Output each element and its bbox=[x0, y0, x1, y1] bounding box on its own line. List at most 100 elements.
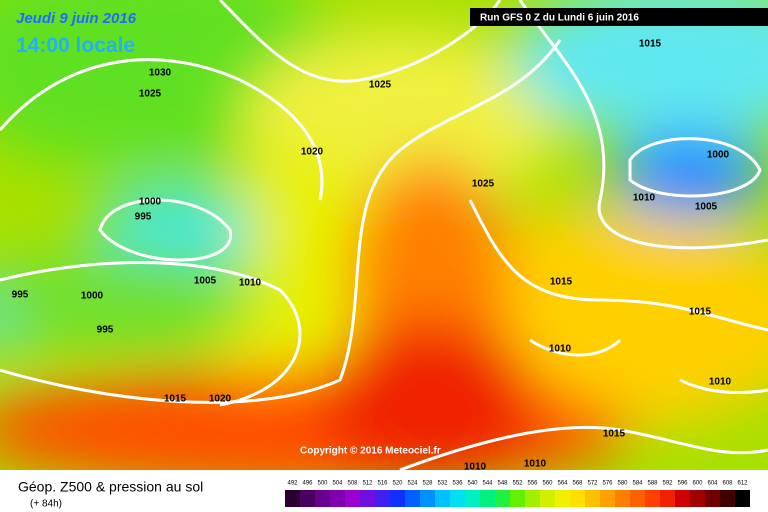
isobar-label: 1015 bbox=[689, 307, 712, 318]
isobar-label: 1015 bbox=[639, 39, 662, 50]
isobar-label: 1015 bbox=[550, 277, 573, 288]
forecast-time: 14:00 locale bbox=[16, 34, 135, 57]
scale-swatch bbox=[510, 490, 525, 507]
isobar bbox=[0, 39, 562, 404]
scale-swatch bbox=[705, 490, 720, 507]
scale-label: 520 bbox=[392, 481, 403, 487]
colour-scale: 492 496 500 504 508 512 516 520 524 528 532 536 540 5… bbox=[285, 481, 750, 507]
scale-swatch bbox=[315, 490, 330, 507]
isobar-labels: 1030 1025 1025 1020 1025 1000 995 1005 1010 995 10… bbox=[12, 39, 732, 473]
scale-label: 552 bbox=[512, 481, 523, 487]
scale-swatch bbox=[480, 490, 495, 507]
isobar-label: 1000 bbox=[81, 291, 104, 302]
isobar-label: 1010 bbox=[709, 377, 732, 388]
isobar-label: 1010 bbox=[633, 193, 656, 204]
scale-label: 584 bbox=[632, 481, 643, 487]
scale-swatch bbox=[330, 490, 345, 507]
scale-label: 608 bbox=[722, 481, 733, 487]
isobars bbox=[0, 0, 768, 472]
isobar-label: 1025 bbox=[139, 89, 162, 100]
scale-swatch bbox=[450, 490, 465, 507]
scale-swatch bbox=[285, 490, 300, 507]
scale-swatch bbox=[660, 490, 675, 507]
scale-swatch bbox=[525, 490, 540, 507]
isobar-label: 995 bbox=[97, 325, 114, 336]
copyright: Copyright © 2016 Meteociel.fr bbox=[300, 446, 441, 457]
scale-swatch bbox=[690, 490, 705, 507]
scale-label: 560 bbox=[542, 481, 553, 487]
scale-swatch bbox=[360, 490, 375, 507]
scale-label: 588 bbox=[647, 481, 658, 487]
scale-swatch bbox=[735, 490, 750, 507]
scale-swatch bbox=[465, 490, 480, 507]
isobar-label: 1015 bbox=[603, 429, 626, 440]
scale-label: 512 bbox=[362, 481, 373, 487]
scale-label: 564 bbox=[557, 481, 568, 487]
scale-swatch bbox=[675, 490, 690, 507]
scale-label: 572 bbox=[587, 481, 598, 487]
isobar-label: 1005 bbox=[695, 202, 718, 213]
scale-swatch bbox=[420, 490, 435, 507]
footer-title: Géop. Z500 & pression au sol bbox=[18, 479, 203, 495]
scale-label: 600 bbox=[692, 481, 703, 487]
scale-label: 604 bbox=[707, 481, 718, 487]
scale-swatch bbox=[375, 490, 390, 507]
scale-label: 500 bbox=[317, 481, 328, 487]
map-field bbox=[0, 0, 768, 490]
isobar-label: 1020 bbox=[301, 147, 324, 158]
scale-label: 568 bbox=[572, 481, 583, 487]
scale-label: 508 bbox=[347, 481, 358, 487]
scale-swatch bbox=[405, 490, 420, 507]
run-info: Run GFS 0 Z du Lundi 6 juin 2016 bbox=[480, 13, 639, 24]
scale-swatch bbox=[540, 490, 555, 507]
scale-swatch bbox=[495, 490, 510, 507]
isobar-label: 1010 bbox=[464, 462, 487, 473]
scale-label: 528 bbox=[422, 481, 433, 487]
scale-swatch bbox=[720, 490, 735, 507]
isobar-label: 1030 bbox=[149, 68, 172, 79]
scale-swatch bbox=[630, 490, 645, 507]
isobar-label: 1025 bbox=[369, 80, 392, 91]
forecast-date: Jeudi 9 juin 2016 bbox=[16, 10, 137, 27]
isobar bbox=[399, 425, 768, 472]
scale-label: 532 bbox=[437, 481, 448, 487]
scale-label: 612 bbox=[737, 481, 748, 487]
scale-swatch bbox=[555, 490, 570, 507]
scale-swatch bbox=[570, 490, 585, 507]
scale-label: 548 bbox=[497, 481, 508, 487]
scale-swatch bbox=[300, 490, 315, 507]
isobar-label: 1010 bbox=[524, 459, 547, 470]
scale-swatch bbox=[345, 490, 360, 507]
isobar-label: 1015 bbox=[164, 394, 187, 405]
isobar bbox=[98, 198, 232, 262]
isobar bbox=[518, 0, 768, 250]
isobar-label: 1010 bbox=[549, 344, 572, 355]
scale-label: 496 bbox=[302, 481, 313, 487]
scale-swatch bbox=[390, 490, 405, 507]
scale-swatch bbox=[615, 490, 630, 507]
isobar-label: 1005 bbox=[194, 276, 217, 287]
scale-label: 596 bbox=[677, 481, 688, 487]
isobar-label: 1010 bbox=[239, 278, 262, 289]
isobar-label: 1000 bbox=[139, 197, 162, 208]
isobar-label: 995 bbox=[12, 290, 29, 301]
scale-swatch bbox=[585, 490, 600, 507]
isobar bbox=[468, 199, 768, 332]
scale-swatch bbox=[435, 490, 450, 507]
isobar bbox=[628, 137, 762, 198]
scale-label: 504 bbox=[332, 481, 343, 487]
isobar bbox=[529, 338, 768, 394]
isobar-label: 1025 bbox=[472, 179, 495, 190]
scale-label: 592 bbox=[662, 481, 673, 487]
run-box bbox=[470, 8, 768, 26]
scale-label: 492 bbox=[287, 481, 298, 487]
scale-label: 516 bbox=[377, 481, 388, 487]
colour-field bbox=[0, 0, 768, 490]
scale-swatch bbox=[645, 490, 660, 507]
isobar bbox=[0, 58, 324, 201]
scale-label: 540 bbox=[467, 481, 478, 487]
scale-label: 556 bbox=[527, 481, 538, 487]
isobar-label: 995 bbox=[135, 212, 152, 223]
scale-label: 576 bbox=[602, 481, 613, 487]
